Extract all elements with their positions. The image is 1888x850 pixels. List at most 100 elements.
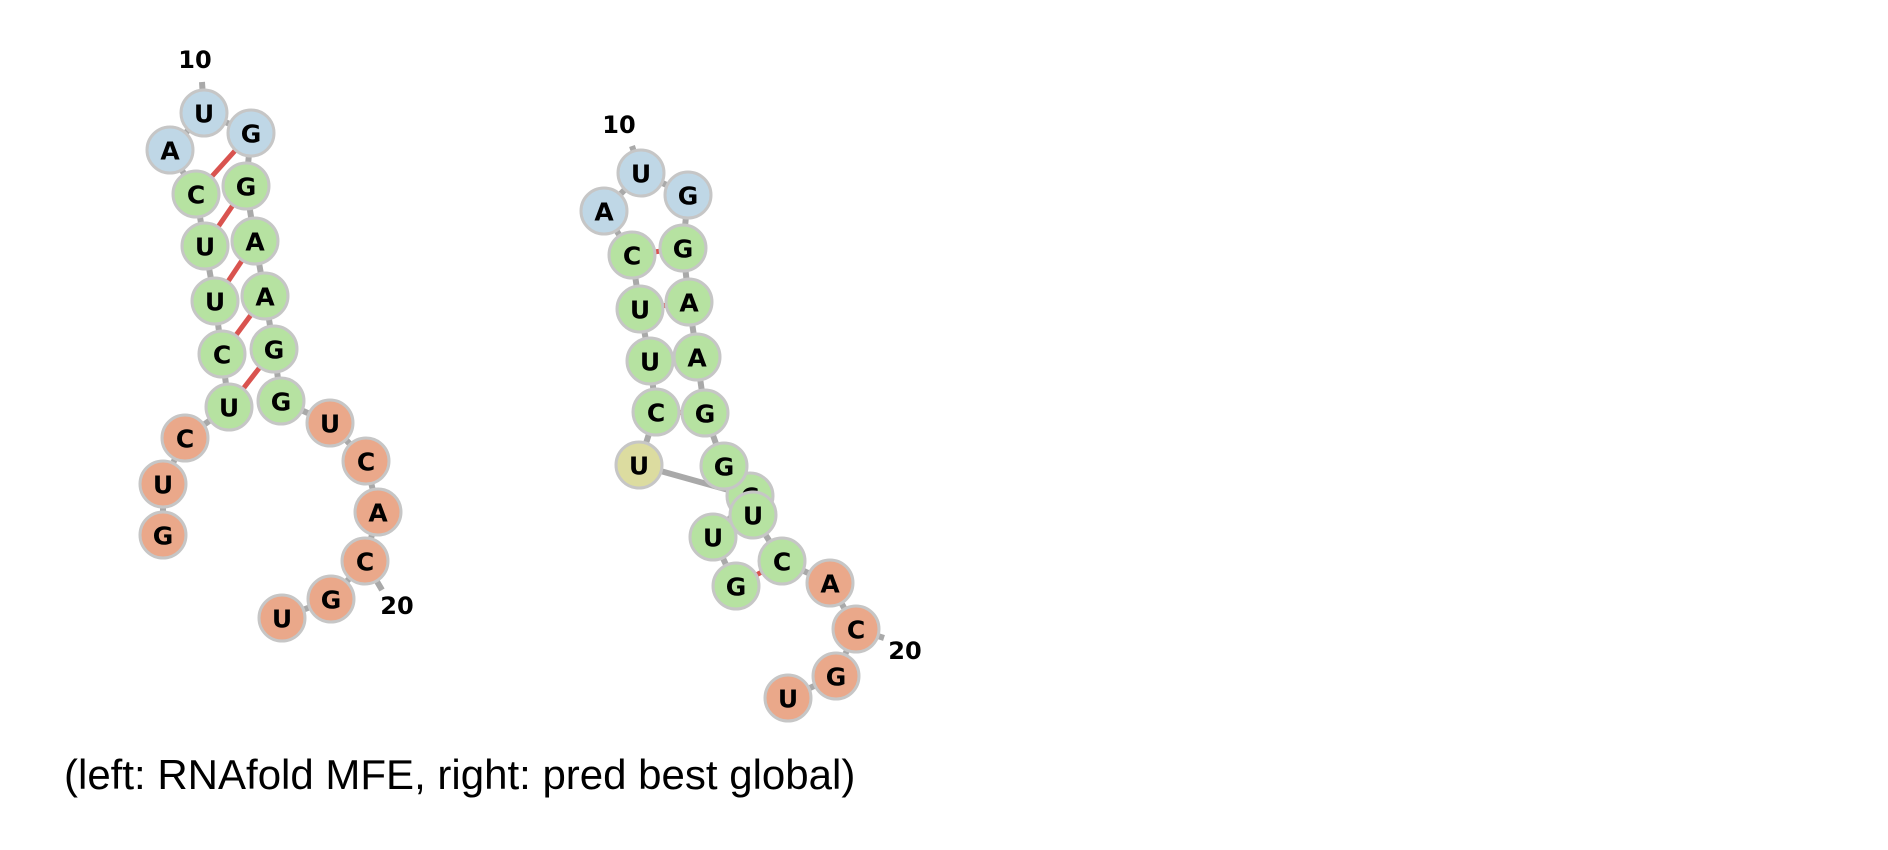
nucleotide: C xyxy=(607,230,657,280)
nucleotide-circle xyxy=(579,186,629,236)
nucleotide-circle xyxy=(631,387,681,437)
nucleotide-letter: G xyxy=(264,336,285,365)
nucleotide-letter: G xyxy=(695,400,716,429)
nucleotide: U xyxy=(138,459,188,509)
nucleotide-letter: U xyxy=(630,296,650,325)
nucleotide-circle xyxy=(197,329,247,379)
nucleotide-letter: A xyxy=(679,289,699,318)
nucleotide-letter: G xyxy=(714,453,735,482)
nucleotide-circle xyxy=(672,332,722,382)
nucleotide-letter: A xyxy=(368,499,388,528)
nucleotide: U xyxy=(616,148,666,198)
nucleotide-circle xyxy=(226,108,276,158)
nucleotide-letter: U xyxy=(778,685,798,714)
nucleotide-circle xyxy=(256,376,306,426)
nucleotide: U xyxy=(615,284,665,334)
nucleotide: A xyxy=(664,277,714,327)
nucleotide-letter: G xyxy=(726,573,747,602)
nucleotide-letter: C xyxy=(176,425,194,454)
nucleotide: A xyxy=(230,216,280,266)
nucleotide: U xyxy=(190,276,240,326)
nucleotide: A xyxy=(353,487,403,537)
nucleotide: C xyxy=(160,413,210,463)
figure-caption: (left: RNAfold MFE, right: pred best glo… xyxy=(64,751,855,798)
nucleotide: G xyxy=(306,574,356,624)
nucleotide-letter: U xyxy=(219,394,239,423)
position-label: 10 xyxy=(178,46,211,74)
nucleotide: U xyxy=(179,88,229,138)
nucleotide-circle xyxy=(811,651,861,701)
nucleotide: A xyxy=(579,186,629,236)
nucleotide: U xyxy=(305,398,355,448)
nucleotide: C xyxy=(340,536,390,586)
nucleotide: G xyxy=(226,108,276,158)
nucleotide-letter: C xyxy=(847,616,865,645)
nucleotide: C xyxy=(757,536,807,586)
nucleotide-circle xyxy=(145,125,195,175)
nucleotide: U xyxy=(257,593,307,643)
nucleotide-letter: A xyxy=(594,198,614,227)
nucleotide-circle xyxy=(221,161,271,211)
nucleotide-letter: C xyxy=(356,548,374,577)
nucleotide-letter: C xyxy=(623,242,641,271)
nucleotide-circle xyxy=(306,574,356,624)
nucleotide-letter: G xyxy=(236,173,257,202)
nucleotide-circle xyxy=(138,510,188,560)
nucleotide-circle xyxy=(805,558,855,608)
nucleotide-circle xyxy=(180,221,230,271)
nucleotide: G xyxy=(663,170,713,220)
nucleotide-letter: G xyxy=(271,388,292,417)
nucleotide-circle xyxy=(699,441,749,491)
nucleotide: G xyxy=(680,388,730,438)
nucleotide: A xyxy=(240,271,290,321)
nucleotide-circle xyxy=(757,536,807,586)
nucleotide-letter: A xyxy=(160,137,180,166)
nucleotide: G xyxy=(138,510,188,560)
nucleotide: A xyxy=(145,125,195,175)
nucleotide-letter: U xyxy=(703,524,723,553)
nucleotide-circle xyxy=(711,561,761,611)
nucleotide-circle xyxy=(688,512,738,562)
nucleotide-circle xyxy=(305,398,355,448)
nucleotide: A xyxy=(805,558,855,608)
nucleotide: G xyxy=(811,651,861,701)
nucleotide-circle xyxy=(664,277,714,327)
nucleotide-circle xyxy=(763,673,813,723)
nucleotide: G xyxy=(711,561,761,611)
nucleotide-letter: C xyxy=(357,448,375,477)
nucleotide: U xyxy=(614,440,664,490)
nucleotide-circle xyxy=(204,382,254,432)
nucleotide-circle xyxy=(179,88,229,138)
nucleotide-circle xyxy=(230,216,280,266)
nucleotide-circle xyxy=(680,388,730,438)
nucleotide-letter: C xyxy=(773,548,791,577)
nucleotide: U xyxy=(688,512,738,562)
nucleotide-circle xyxy=(615,284,665,334)
nucleotide-letter: G xyxy=(153,522,174,551)
nucleotide: C xyxy=(631,387,681,437)
nucleotide-letter: A xyxy=(255,283,275,312)
nucleotide-circle xyxy=(341,436,391,486)
nucleotide-circle xyxy=(663,170,713,220)
nucleotide-letter: G xyxy=(678,182,699,211)
nucleotide: C xyxy=(171,169,221,219)
nucleotide-letter: C xyxy=(187,181,205,210)
nucleotide: C xyxy=(341,436,391,486)
nucleotide-letter: U xyxy=(205,288,225,317)
nucleotide-letter: G xyxy=(321,586,342,615)
nucleotide-letter: U xyxy=(640,348,660,377)
nucleotide: G xyxy=(221,161,271,211)
nucleotide-circle xyxy=(658,223,708,273)
nucleotide: G xyxy=(249,324,299,374)
nucleotide-circle xyxy=(240,271,290,321)
nucleotide-letter: U xyxy=(194,100,214,129)
nucleotide: C xyxy=(831,604,881,654)
nucleotide-letter: C xyxy=(213,341,231,370)
nucleotide-letter: U xyxy=(631,160,651,189)
nucleotide: U xyxy=(625,336,675,386)
nucleotide: U xyxy=(763,673,813,723)
nucleotide-letter: A xyxy=(820,570,840,599)
